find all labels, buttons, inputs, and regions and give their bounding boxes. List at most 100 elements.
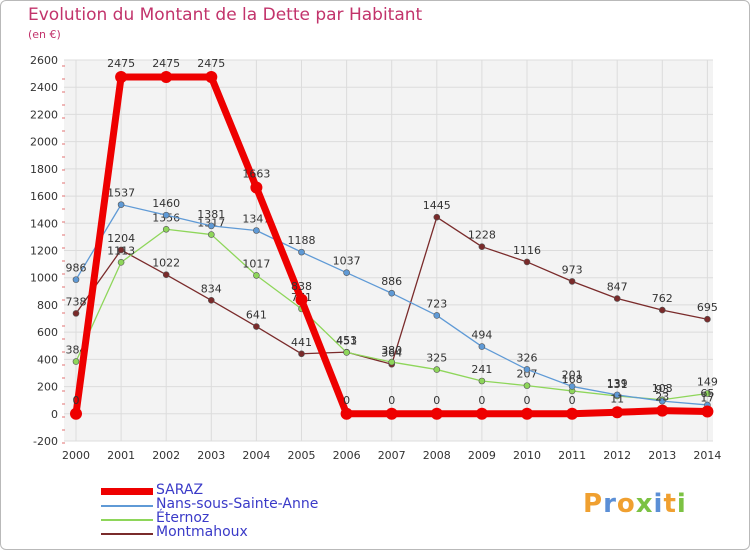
y-tick-label: 2600 xyxy=(30,54,58,67)
x-tick-label: 2005 xyxy=(288,449,316,462)
data-point xyxy=(295,293,308,306)
data-point xyxy=(656,404,669,417)
x-tick-label: 2007 xyxy=(378,449,406,462)
data-label: 1022 xyxy=(152,257,180,270)
data-point xyxy=(658,397,666,405)
data-point xyxy=(568,383,576,390)
legend-item: Éternoz xyxy=(101,510,361,526)
y-tick-label: 1600 xyxy=(30,190,58,203)
legend-swatch xyxy=(101,519,153,521)
x-tick-label: 2002 xyxy=(152,449,180,462)
data-label: 0 xyxy=(524,394,531,407)
y-tick-label: 1800 xyxy=(30,163,58,176)
data-point xyxy=(475,407,488,420)
data-label: 1347 xyxy=(242,212,270,225)
data-label: 326 xyxy=(517,351,538,364)
data-point xyxy=(253,272,260,279)
x-tick-label: 2008 xyxy=(423,449,451,462)
data-point xyxy=(613,391,621,399)
data-point xyxy=(433,312,441,319)
data-label: 738 xyxy=(66,295,87,308)
data-label: 847 xyxy=(607,281,628,294)
data-label: 1188 xyxy=(288,234,316,247)
data-point xyxy=(704,315,711,323)
data-point xyxy=(205,71,218,84)
x-tick-label: 2011 xyxy=(558,449,586,462)
data-point xyxy=(523,258,531,266)
data-point xyxy=(72,310,80,317)
data-label: 641 xyxy=(246,309,267,322)
data-label: 168 xyxy=(562,373,583,386)
data-label: 139 xyxy=(607,377,628,390)
y-tick-label: 2200 xyxy=(30,108,58,121)
data-point xyxy=(433,366,441,373)
data-point xyxy=(478,343,486,350)
data-point xyxy=(566,407,579,420)
data-point xyxy=(70,407,82,420)
chart-unit: (en €) xyxy=(28,28,61,41)
data-label: 201 xyxy=(562,368,583,381)
data-label: 453 xyxy=(336,334,357,347)
data-point xyxy=(568,278,576,285)
y-tick-label: 200 xyxy=(37,381,58,394)
data-label: 2475 xyxy=(197,57,225,70)
data-point xyxy=(208,231,215,238)
data-label: 0 xyxy=(433,394,440,407)
x-tick-label: 2000 xyxy=(62,449,90,462)
data-point xyxy=(117,259,125,266)
legend-item: Montmahoux xyxy=(101,524,361,540)
logo-letter: r xyxy=(603,489,617,519)
data-label: 2475 xyxy=(107,57,135,70)
data-label: 1445 xyxy=(423,199,451,212)
data-label: 241 xyxy=(471,363,492,376)
data-point xyxy=(658,306,666,314)
data-point xyxy=(208,222,215,230)
data-point xyxy=(343,269,350,276)
x-tick-label: 2014 xyxy=(693,449,721,462)
x-tick-label: 2012 xyxy=(603,449,631,462)
data-point xyxy=(298,350,305,358)
data-point xyxy=(340,407,353,420)
data-label: 131 xyxy=(607,378,628,391)
data-label: 380 xyxy=(381,344,402,357)
data-point xyxy=(704,390,711,397)
data-point xyxy=(701,405,714,418)
y-tick-label: 2400 xyxy=(30,81,58,94)
data-label: 838 xyxy=(291,280,312,293)
logo-letter: o xyxy=(616,489,636,519)
data-point xyxy=(72,276,80,283)
data-label: 93 xyxy=(655,383,669,396)
data-point xyxy=(162,271,170,279)
data-point xyxy=(250,181,263,194)
data-label: 65 xyxy=(700,387,714,400)
legend-label: Nans-sous-Sainte-Anne xyxy=(156,496,319,512)
data-label: 1663 xyxy=(242,167,270,180)
data-label: 0 xyxy=(569,394,576,407)
data-point xyxy=(115,71,128,84)
data-point xyxy=(160,71,173,84)
data-label: 23 xyxy=(655,391,669,404)
data-label: 0 xyxy=(388,394,395,407)
data-label: 103 xyxy=(652,382,673,395)
data-label: 451 xyxy=(336,334,357,347)
logo-letter: i xyxy=(653,489,664,519)
data-label: 695 xyxy=(697,301,718,314)
legend-label: Éternoz xyxy=(156,510,210,526)
data-point xyxy=(523,382,531,389)
x-tick-label: 2006 xyxy=(333,449,361,462)
data-label: 2475 xyxy=(152,57,180,70)
logo-letter: P xyxy=(583,489,604,519)
data-point xyxy=(613,295,621,302)
data-label: 1113 xyxy=(107,244,135,257)
data-point xyxy=(253,227,260,234)
data-point xyxy=(385,407,398,420)
legend-item: Nans-sous-Sainte-Anne xyxy=(101,496,361,512)
data-point xyxy=(611,406,624,419)
data-label: 0 xyxy=(478,394,485,407)
x-tick-label: 2013 xyxy=(648,449,676,462)
data-label: 986 xyxy=(66,262,87,275)
y-tick-label: 0 xyxy=(51,408,58,421)
y-tick-label: 600 xyxy=(37,326,58,339)
data-label: 886 xyxy=(381,275,402,288)
